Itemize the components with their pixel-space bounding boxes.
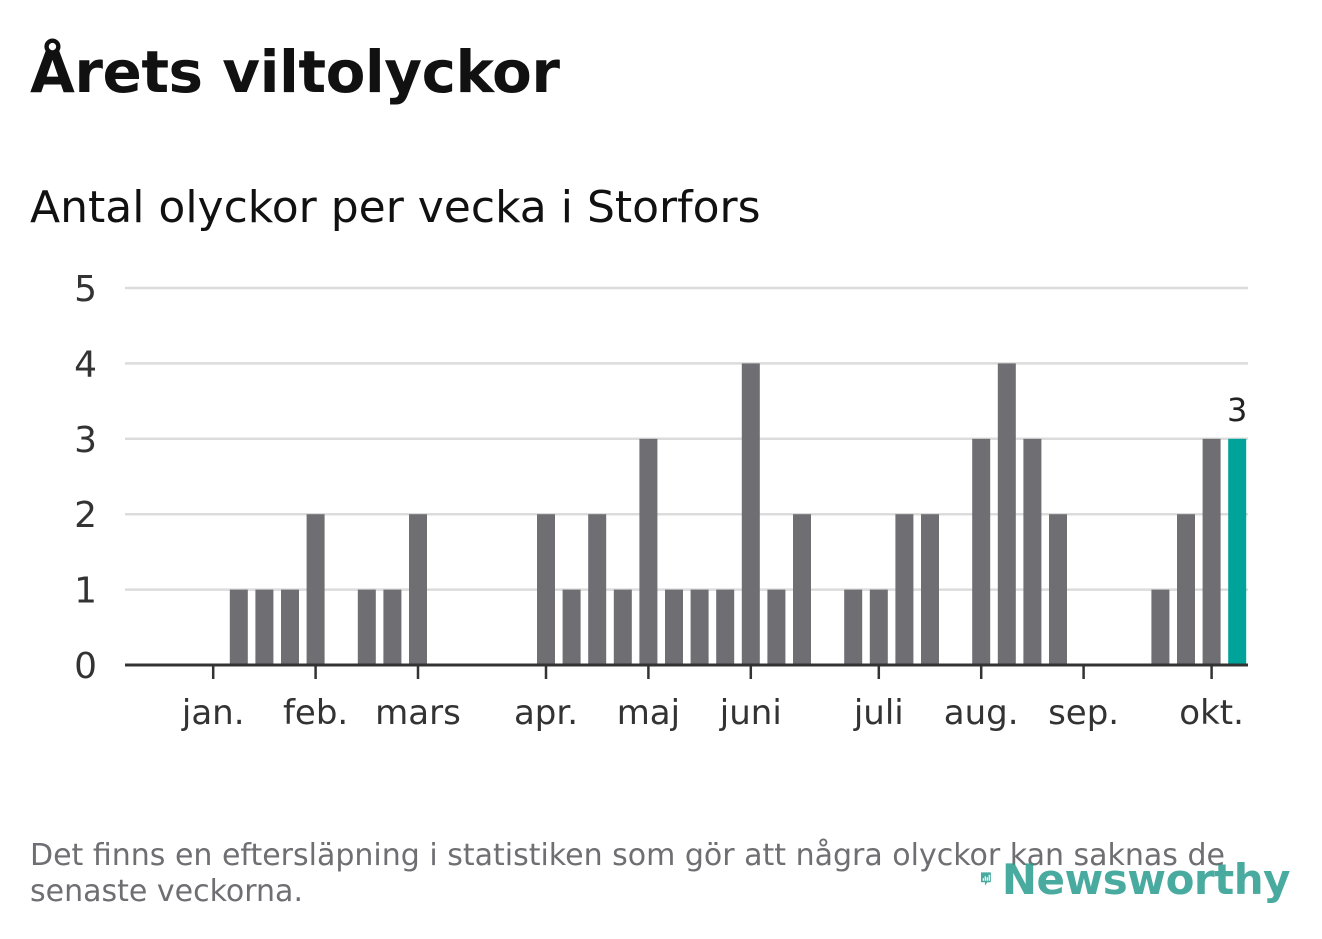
x-tick-label: juni — [719, 693, 782, 733]
bar — [639, 438, 658, 665]
y-tick-label: 1 — [74, 571, 97, 612]
x-tick-label: apr. — [514, 693, 578, 733]
bar — [383, 589, 402, 665]
x-tick-label: sep. — [1048, 693, 1119, 733]
bar — [844, 589, 863, 665]
x-tick-label: jan. — [181, 693, 245, 733]
bar — [255, 589, 274, 665]
bar — [921, 514, 939, 665]
bar — [281, 589, 299, 665]
bar — [869, 589, 888, 665]
bar — [537, 514, 555, 665]
bar — [613, 589, 632, 665]
bar-highlight — [1228, 438, 1247, 665]
bar — [793, 514, 811, 665]
y-tick-label: 4 — [74, 344, 97, 385]
y-tick-label: 5 — [74, 269, 97, 310]
x-tick-label: mars — [375, 693, 461, 733]
bar — [741, 363, 760, 665]
x-tick-label: juli — [853, 693, 904, 733]
bar — [306, 514, 325, 665]
bar — [997, 363, 1016, 665]
bar — [562, 589, 581, 665]
bar — [1202, 438, 1221, 665]
x-tick-label: maj — [617, 693, 680, 733]
bar — [357, 589, 376, 665]
y-tick-label: 0 — [74, 646, 97, 687]
newsworthy-logo: Newsworthy — [980, 848, 1291, 910]
bar — [229, 589, 248, 665]
chart-title: Årets viltolyckor — [30, 38, 560, 106]
bar — [1151, 589, 1170, 665]
bar — [1023, 438, 1042, 665]
bar — [767, 589, 786, 665]
footnote: Det finns en eftersläpning i statistiken… — [30, 838, 1225, 909]
bar — [409, 514, 427, 665]
newsworthy-logo-icon — [980, 872, 991, 886]
x-tick-label: feb. — [283, 693, 348, 733]
y-tick-label: 2 — [74, 495, 97, 536]
bar — [690, 589, 709, 665]
x-tick-label: aug. — [944, 693, 1019, 733]
y-tick-label: 3 — [74, 420, 97, 461]
bar — [895, 514, 914, 665]
bar-chart: 0 1 2 3 4 5 3 jan. feb. mars apr. maj juni juli aug. se… — [74, 269, 1248, 733]
bar — [665, 589, 683, 665]
bar — [588, 514, 607, 665]
bar — [716, 589, 735, 665]
newsworthy-logo-text: Newsworthy — [1001, 854, 1291, 904]
data-label: 3 — [1227, 391, 1247, 429]
bar — [1049, 514, 1067, 665]
chart-subtitle: Antal olyckor per vecka i Storfors — [30, 182, 761, 233]
x-tick-label: okt. — [1179, 693, 1244, 733]
bar — [1177, 514, 1195, 665]
bar — [972, 438, 991, 665]
